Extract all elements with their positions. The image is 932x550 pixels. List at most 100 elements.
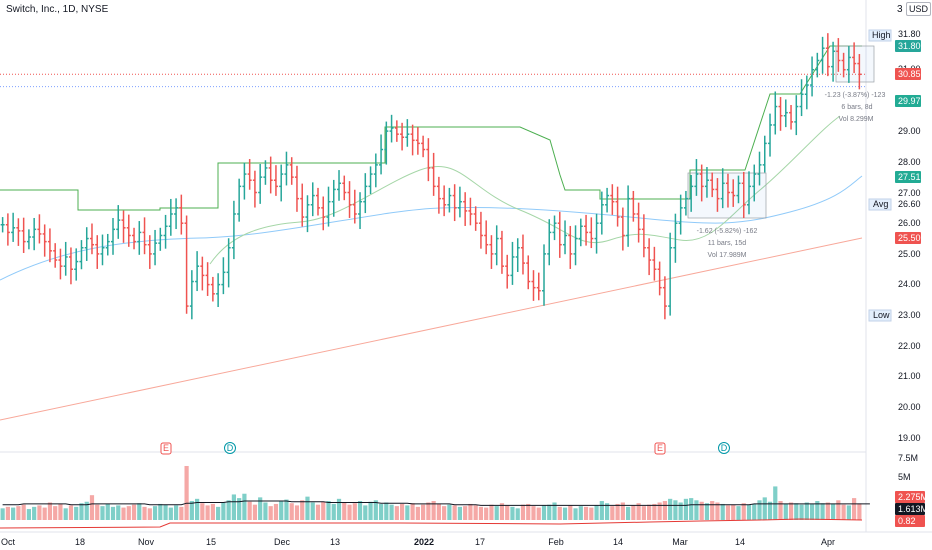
price-bar (499, 230, 504, 274)
volume-bar (505, 505, 510, 520)
price-tag-green (895, 171, 921, 183)
volume-bar (26, 509, 32, 520)
price-bar (431, 152, 436, 196)
volume-bar (410, 503, 415, 520)
volume-bar (11, 507, 16, 520)
price-bar (599, 191, 604, 235)
currency-button[interactable]: USD (906, 2, 932, 16)
volume-bar (731, 504, 736, 520)
price-bar (573, 225, 578, 266)
price-bar (804, 75, 809, 110)
price-bar (179, 194, 184, 235)
price-bar (647, 238, 652, 276)
price-bar (731, 179, 736, 207)
volume-bar (158, 503, 163, 520)
price-bar (205, 262, 210, 296)
fast-ma-line (209, 115, 841, 265)
volume-bar (100, 506, 105, 520)
volume-tick-label: 5M (898, 472, 911, 482)
price-bar (226, 238, 231, 288)
price-bar (531, 270, 536, 301)
volume-bar (552, 502, 557, 520)
volume-bar (258, 497, 263, 520)
price-bar (578, 218, 583, 247)
volume-bar (426, 502, 431, 520)
price-bar (126, 214, 131, 247)
price-bar (857, 54, 862, 90)
volume-bar (526, 503, 531, 520)
time-tick-label: 2022 (414, 537, 434, 547)
volume-bar (762, 497, 767, 520)
volume-bar (195, 498, 200, 520)
mid-ma-line (0, 175, 863, 281)
price-bar (652, 246, 657, 281)
volume-bar (478, 506, 484, 520)
price-bar (410, 124, 415, 156)
volume-bar (736, 506, 741, 520)
volume-bar (305, 496, 310, 520)
price-bar (831, 41, 836, 82)
price-bar (825, 33, 830, 77)
price-bar (147, 235, 152, 269)
volume-tag (895, 503, 925, 515)
volume-bar (47, 502, 53, 520)
price-bar (168, 198, 173, 236)
volume-bar (74, 506, 79, 520)
price-bar (158, 227, 163, 251)
price-bar (741, 171, 746, 218)
volume-bar (757, 500, 762, 520)
volume-tag-value: 0.82 (898, 516, 916, 526)
price-bar (699, 164, 704, 202)
volume-bar (473, 505, 478, 520)
price-bar (557, 211, 562, 258)
price-bar (563, 220, 568, 255)
earnings-marker-label: E (657, 443, 663, 453)
volume-bar (336, 498, 342, 520)
volume-bar (284, 499, 289, 520)
price-bar (421, 135, 426, 158)
price-bar (53, 243, 58, 268)
volume-ratio-line (0, 518, 863, 529)
price-bar (773, 91, 778, 135)
volume-bar (631, 505, 636, 520)
price-bar (379, 134, 384, 175)
avg-label-box (868, 198, 892, 211)
volume-bar (494, 506, 499, 520)
volume-bar (163, 504, 168, 520)
price-bar (137, 221, 142, 255)
volume-bar (741, 503, 746, 520)
price-bar (89, 223, 94, 255)
volume-bar (310, 502, 315, 520)
price-bar (515, 238, 520, 273)
price-bar (589, 217, 594, 249)
price-tag-value: 29.97 (898, 96, 921, 106)
price-bar (662, 276, 667, 320)
price-bar (631, 190, 636, 222)
price-bar (21, 217, 26, 253)
price-bar (210, 276, 215, 302)
volume-bar (778, 501, 783, 520)
price-bar (610, 184, 615, 215)
volume-bar (331, 503, 336, 520)
price-bar (426, 138, 431, 182)
volume-bar (857, 503, 862, 520)
earnings-marker-label: E (163, 443, 169, 453)
time-tick-label: Mar (672, 537, 688, 547)
low-label: Low (873, 310, 890, 320)
price-bar (242, 162, 247, 200)
volume-bar (5, 506, 10, 520)
volume-bar (852, 498, 857, 520)
volume-bar (263, 502, 268, 520)
price-bar (468, 197, 473, 226)
high-label: High (872, 30, 891, 40)
price-bar (668, 232, 673, 316)
volume-bar (342, 502, 347, 520)
price-bar (463, 192, 468, 226)
time-tick-label: 17 (475, 537, 485, 547)
volume-bar (84, 501, 89, 520)
volume-tag-value: 2.275M (898, 492, 928, 502)
volume-bar (699, 501, 704, 520)
measure-note: Vol 8.299M (838, 116, 873, 123)
volume-bar (846, 505, 851, 520)
